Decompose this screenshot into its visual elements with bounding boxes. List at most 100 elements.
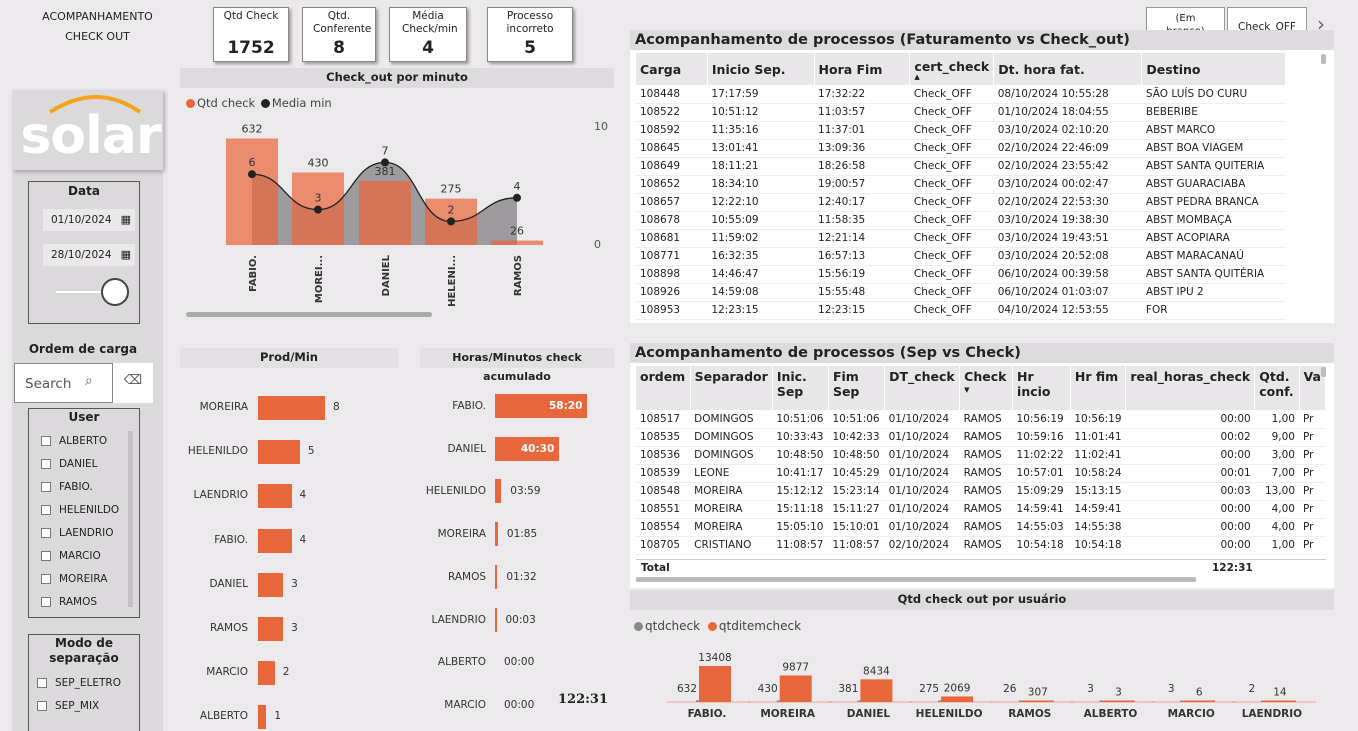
table-row[interactable]: 108953 12:23:15 12:23:15 Check_OFF 04/10/202… [636, 301, 1286, 320]
media-min-point[interactable] [381, 158, 389, 167]
table-row[interactable]: 108536 DOMINGOS 10:48:50 10:48:50 01/10/2024… [636, 446, 1326, 465]
table-row[interactable]: 108771 16:32:35 16:57:13 Check_OFF 03/10/202… [636, 247, 1286, 266]
column-header-fim-sep[interactable]: Fim Sep [828, 366, 886, 410]
column-header-carga[interactable]: Carga [636, 53, 708, 85]
column-header-check[interactable]: Check ▼ [959, 366, 1014, 410]
column-header-hr-fim[interactable]: Hr fim [1070, 366, 1127, 410]
sort-asc-icon[interactable]: ▲ [914, 72, 920, 81]
prod-bar[interactable] [258, 572, 284, 597]
column-header-inicio-sep[interactable]: Inicio Sep. [707, 53, 815, 85]
horas-bar[interactable] [495, 479, 502, 504]
table-row[interactable]: 108539 LEONE 10:41:17 10:45:29 01/10/2024 RAM… [636, 464, 1326, 483]
qtditemcheck-bar[interactable] [1102, 700, 1135, 703]
horas-bar[interactable] [495, 522, 498, 547]
sort-desc-icon[interactable]: ▼ [964, 386, 970, 394]
column-header-dt-check[interactable]: DT_check [884, 366, 961, 410]
table-row[interactable]: 108681 11:59:02 12:21:14 Check_OFF 03/10/202… [636, 229, 1286, 248]
checkbox[interactable] [41, 436, 51, 446]
date-end-input[interactable]: 28/10/2024 ▦ [43, 244, 135, 266]
column-header-dt-hora-fat[interactable]: Dt. hora fat. [993, 53, 1143, 85]
checkbox[interactable] [41, 459, 51, 469]
chevron-right-icon[interactable]: › [1317, 12, 1325, 36]
media-min-point[interactable] [513, 193, 521, 202]
table-row[interactable]: 108548 MOREIRA 15:12:12 15:23:14 01/10/2024 R… [636, 482, 1326, 501]
date-start-input[interactable]: 01/10/2024 ▦ [43, 209, 135, 231]
table1-scrollbar[interactable] [1321, 54, 1326, 64]
qtditemcheck-bar[interactable] [1263, 700, 1296, 703]
column-header-real-horas-check[interactable]: real_horas_check [1125, 366, 1256, 410]
date-range-slider-track[interactable] [56, 291, 126, 293]
horas-bar[interactable] [495, 607, 497, 632]
horas-bar[interactable] [495, 394, 587, 418]
calendar-icon[interactable]: ▦ [120, 213, 131, 226]
table-row[interactable]: 108448 17:17:59 17:32:22 Check_OFF 08/10/202… [636, 85, 1286, 104]
table-row[interactable]: 108535 DOMINGOS 10:33:43 10:42:33 01/10/2024… [636, 428, 1326, 447]
column-header-ordem[interactable]: ordem [636, 366, 691, 410]
user-option-fabio[interactable]: FABIO. [29, 476, 139, 499]
table-row[interactable]: 108898 14:46:47 15:56:19 Check_OFF 06/10/202… [636, 265, 1286, 284]
qtd-check-bar[interactable] [359, 180, 411, 245]
checkbox[interactable] [41, 574, 51, 584]
user-option-laendrio[interactable]: LAENDRIO [29, 522, 139, 545]
modo-option-sep-eletro[interactable]: SEP_ELETRO [29, 672, 139, 695]
table-row[interactable]: 108517 DOMINGOS 10:51:06 10:51:06 01/10/2024… [636, 410, 1326, 429]
table-row[interactable]: 108522 10:51:12 11:03:57 Check_OFF 01/10/202… [636, 103, 1286, 122]
checkbox[interactable] [37, 701, 47, 711]
column-header-cert-check[interactable]: cert_check ▲ [909, 53, 995, 85]
qtditemcheck-bar[interactable] [860, 679, 893, 702]
prod-bar[interactable] [258, 617, 284, 641]
table-row[interactable]: 108554 MOREIRA 15:05:10 15:10:01 01/10/2024 R… [636, 518, 1326, 537]
checkbox[interactable] [41, 482, 51, 492]
prod-bar[interactable] [258, 484, 292, 509]
date-range-slider-handle[interactable] [101, 278, 129, 306]
checkbox[interactable] [41, 505, 51, 515]
column-header-hora-fim[interactable]: Hora Fim [814, 53, 911, 85]
qtditemcheck-bar[interactable] [1183, 700, 1216, 703]
user-option-helenildo[interactable]: HELENILDO [29, 499, 139, 522]
checkbox[interactable] [41, 551, 51, 561]
qtditemcheck-bar[interactable] [941, 696, 974, 702]
table-row[interactable]: 108657 12:22:10 12:40:17 Check_OFF 02/10/202… [636, 193, 1286, 212]
checkbox[interactable] [41, 597, 51, 607]
user-option-marcio[interactable]: MARCIO [29, 545, 139, 568]
combo-scrollbar[interactable] [186, 312, 432, 317]
table-row[interactable]: 108645 13:01:41 13:09:36 Check_OFF 02/10/202… [636, 139, 1286, 158]
prod-bar[interactable] [258, 440, 300, 465]
prod-bar[interactable] [258, 528, 292, 553]
table2-hscrollbar[interactable] [636, 577, 1196, 582]
calendar-icon[interactable]: ▦ [120, 248, 131, 261]
table-row[interactable]: 108551 MOREIRA 15:11:18 15:11:27 01/10/2024 R… [636, 500, 1326, 519]
table2-vscrollbar[interactable] [1321, 367, 1326, 377]
media-min-point[interactable] [314, 205, 322, 214]
qtd-check-bar[interactable] [491, 240, 543, 245]
media-min-point[interactable] [248, 170, 256, 179]
user-option-daniel[interactable]: DANIEL [29, 453, 139, 476]
table-row[interactable]: 108926 14:59:08 15:55:48 Check_OFF 06/10/202… [636, 283, 1286, 302]
prod-bar[interactable] [258, 705, 267, 730]
horas-bar[interactable] [495, 564, 498, 589]
checkbox[interactable] [37, 678, 47, 688]
column-header-qtd-conf[interactable]: Qtd. conf. [1254, 366, 1300, 410]
column-header-destino[interactable]: Destino [1141, 53, 1286, 85]
search-icon[interactable]: ⌕ [85, 373, 93, 389]
user-option-alberto[interactable]: ALBERTO [29, 430, 139, 453]
user-option-ramos[interactable]: RAMOS [29, 591, 139, 614]
table-row[interactable]: 108678 10:55:09 11:58:35 Check_OFF 03/10/202… [636, 211, 1286, 230]
table-row[interactable]: 108592 11:35:16 11:37:01 Check_OFF 03/10/202… [636, 121, 1286, 140]
prod-bar[interactable] [258, 661, 275, 686]
table-row[interactable]: 108705 CRISTIANO 11:08:57 11:08:57 02/10/202… [636, 536, 1326, 555]
column-header-inic-sep[interactable]: Inic. Sep [772, 366, 829, 410]
column-header-va[interactable]: Va [1299, 366, 1326, 410]
user-option-moreira[interactable]: MOREIRA [29, 568, 139, 591]
table-row[interactable]: 108652 18:34:10 19:00:57 Check_OFF 03/10/202… [636, 175, 1286, 194]
ordem-carga-search[interactable]: Search ⌕ [14, 363, 113, 403]
scrollbar[interactable] [128, 431, 133, 607]
search-input[interactable]: Search [25, 376, 72, 392]
qtditemcheck-bar[interactable] [779, 675, 812, 702]
media-min-point[interactable] [447, 217, 455, 226]
column-header-hr-incio[interactable]: Hr incio [1012, 366, 1071, 410]
prod-bar[interactable] [258, 396, 325, 420]
eraser-icon[interactable]: ⌫ [113, 363, 153, 403]
checkbox[interactable] [41, 528, 51, 538]
qtditemcheck-bar[interactable] [699, 666, 731, 702]
